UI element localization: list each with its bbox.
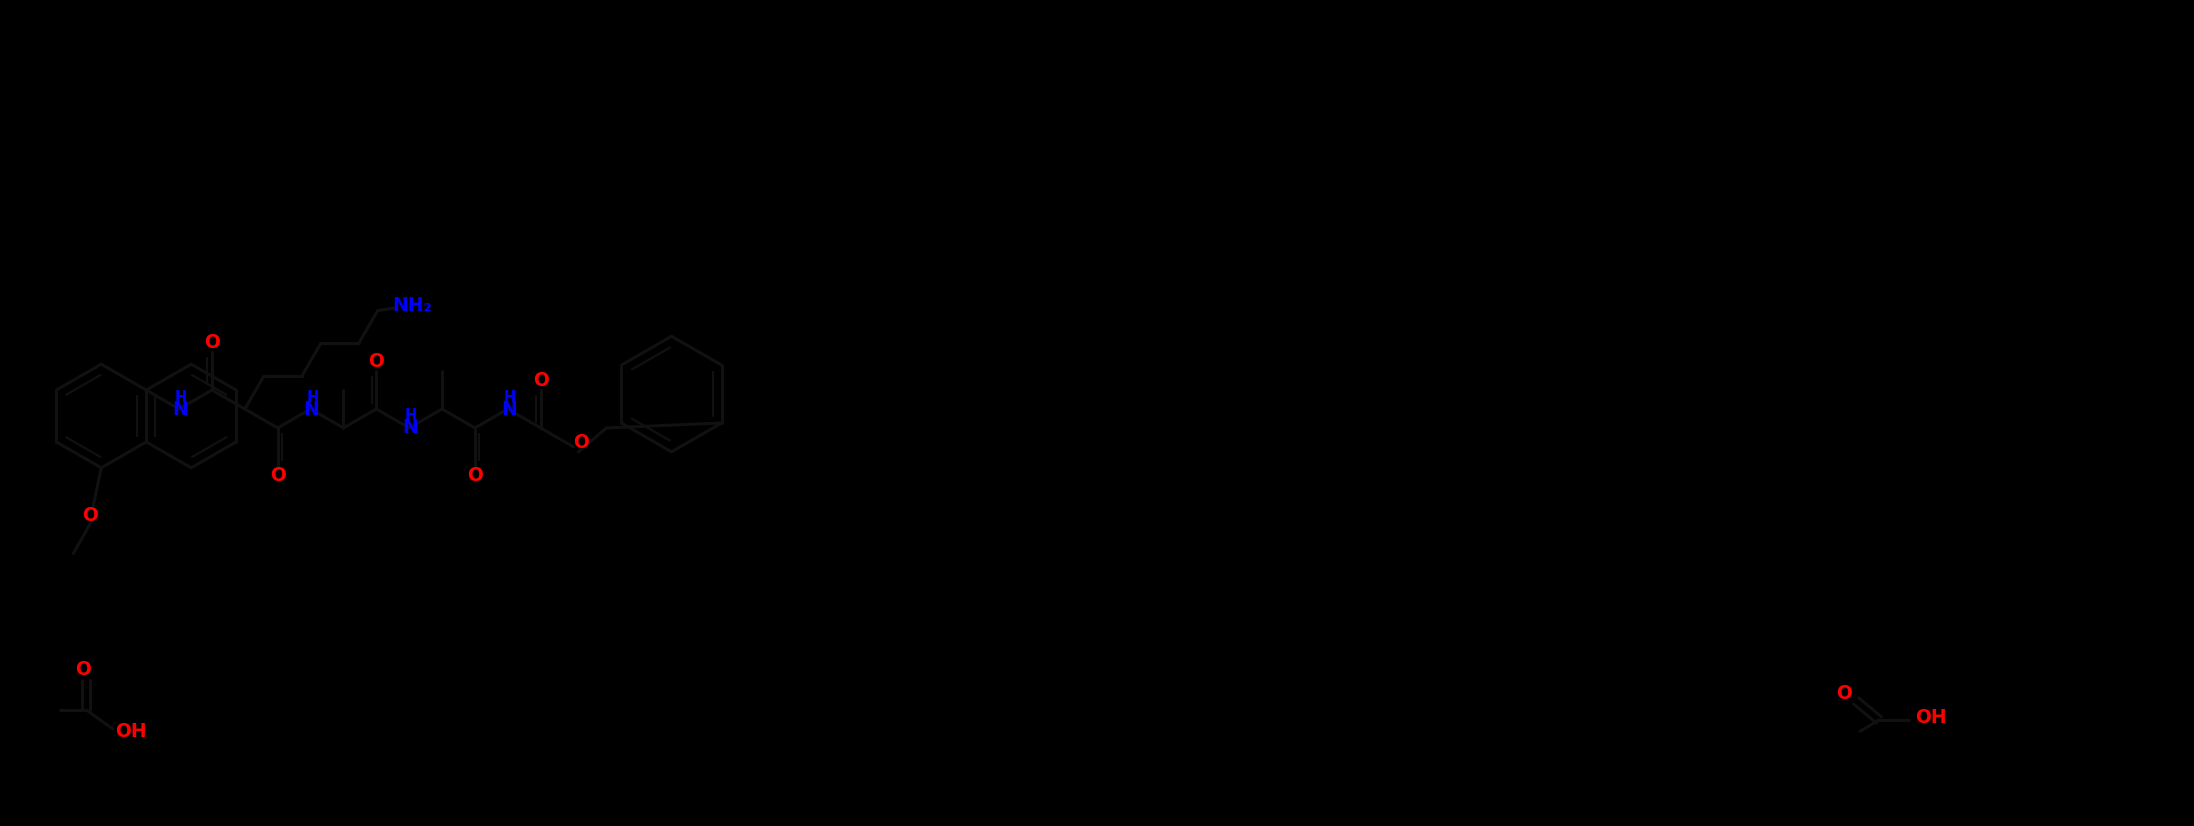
Text: O: O bbox=[75, 660, 92, 679]
Text: O: O bbox=[533, 371, 548, 390]
Text: O: O bbox=[1836, 684, 1852, 703]
Text: OH: OH bbox=[114, 723, 147, 742]
Text: NH₂: NH₂ bbox=[393, 297, 432, 316]
Text: O: O bbox=[204, 333, 219, 352]
Text: O: O bbox=[270, 467, 285, 486]
Text: O: O bbox=[83, 506, 99, 525]
Text: N: N bbox=[303, 400, 320, 419]
Text: H: H bbox=[406, 409, 417, 424]
Text: N: N bbox=[500, 400, 516, 419]
Text: OH: OH bbox=[1915, 709, 1946, 728]
Text: O: O bbox=[573, 434, 590, 453]
Text: N: N bbox=[402, 419, 419, 438]
Text: H: H bbox=[176, 390, 186, 405]
Text: H: H bbox=[307, 390, 318, 405]
Text: O: O bbox=[369, 352, 384, 371]
Text: N: N bbox=[173, 400, 189, 419]
Text: O: O bbox=[467, 467, 483, 486]
Text: H: H bbox=[505, 390, 516, 405]
